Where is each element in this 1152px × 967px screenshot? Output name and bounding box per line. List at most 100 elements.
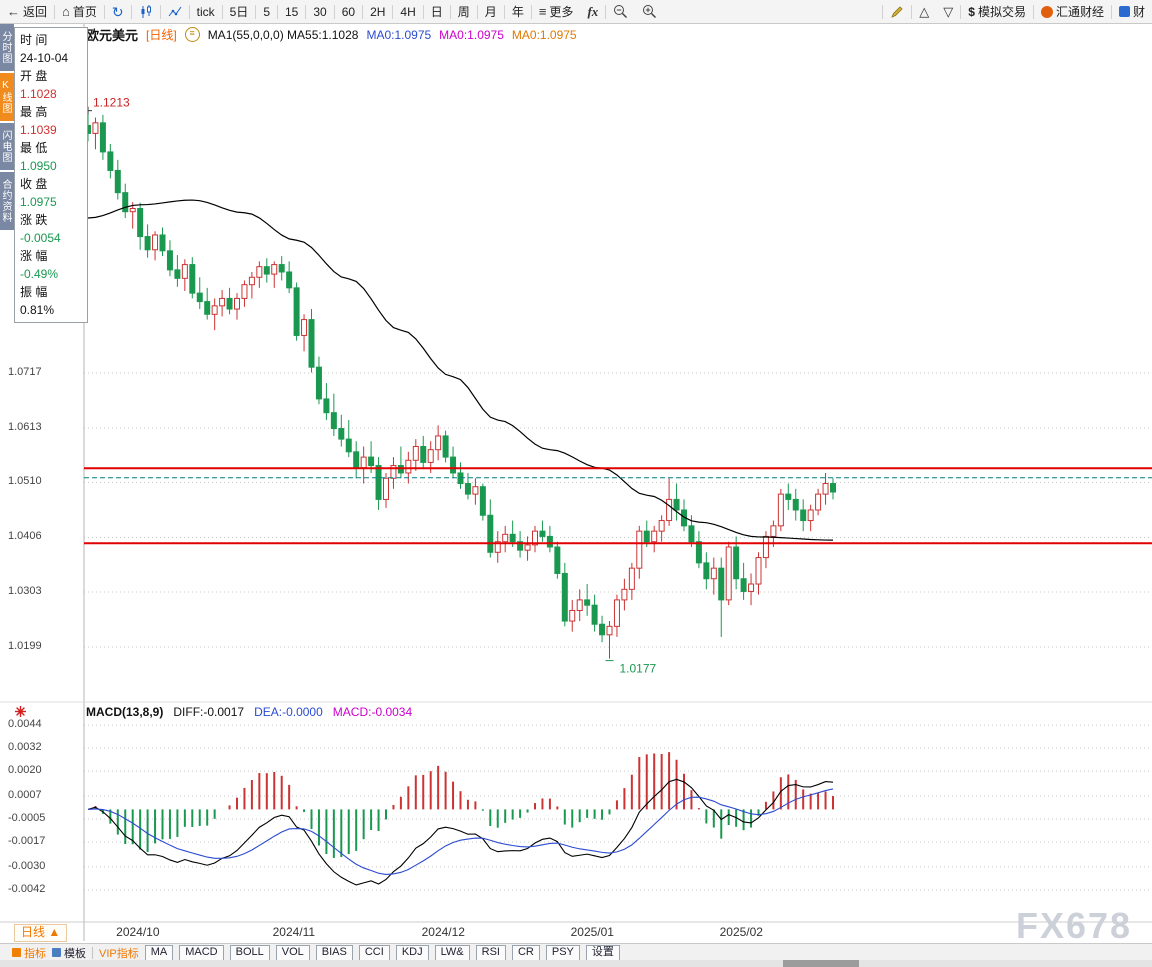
ma0-value-blue: MA0:1.0975 — [366, 27, 432, 42]
indicator-vol-button[interactable]: VOL — [275, 944, 310, 961]
high-annotation: 1.1213 — [93, 96, 130, 110]
indicator-psy-button[interactable]: PSY — [545, 944, 580, 961]
scrollbar-handle[interactable] — [783, 960, 859, 967]
period-week-button[interactable]: 周 — [457, 5, 470, 19]
triangle-up-button[interactable]: △ — [912, 0, 936, 23]
indicator-kdj-button[interactable]: KDJ — [395, 944, 429, 961]
indicator-lwr-button[interactable]: LW& — [434, 944, 470, 961]
period-4h-button[interactable]: 4H — [400, 4, 416, 19]
zoom-in-icon — [643, 5, 657, 19]
macd-bar-value: MACD:-0.0034 — [332, 705, 413, 719]
separator — [333, 4, 335, 19]
vip-indicator-button[interactable]: VIP指标 — [99, 947, 139, 960]
quote-value-close: 1.0975 — [20, 195, 57, 209]
pencil-icon — [891, 5, 903, 18]
quote-label-close: 收 盘 — [20, 177, 48, 191]
period-tag: [日线] — [146, 28, 177, 42]
sim-trading-button[interactable]: $ 模拟交易 — [961, 0, 1033, 23]
top-toolbar: ← 返回 ⌂ 首页 ↻ tick 5日 5 15 30 60 2H — [0, 0, 1152, 24]
chart-type-line-button[interactable] — [161, 0, 189, 23]
macd-diff-value: DIFF:-0.0017 — [173, 705, 245, 719]
separator — [159, 4, 161, 19]
macd-header: MACD(13,8,9) DIFF:-0.0017 DEA:-0.0000 MA… — [86, 705, 412, 719]
formula-button[interactable]: fx — [580, 0, 605, 23]
period-2h-button[interactable]: 2H — [370, 4, 386, 19]
period-month-button[interactable]: 月 — [484, 5, 497, 19]
indicator-ma-button[interactable]: MA — [144, 944, 174, 961]
tab-time-chart[interactable]: 分时图 — [0, 24, 14, 71]
period-tick-button[interactable]: tick — [196, 4, 215, 19]
period-15m-button[interactable]: 15 — [285, 4, 299, 19]
period-year-button[interactable]: 年 — [511, 5, 524, 19]
indicator-cci-button[interactable]: CCI — [358, 944, 390, 961]
macd-dea-value: DEA:-0.0000 — [254, 705, 323, 719]
home-button[interactable]: ⌂ 首页 — [55, 0, 104, 23]
price-axis-label: 1.0613 — [8, 421, 42, 433]
zoom-out-button[interactable] — [606, 0, 635, 23]
ma0-value-orange: MA0:1.0975 — [511, 27, 577, 42]
chart-settings-icon[interactable]: ≡ — [184, 27, 200, 42]
quote-value-time: 24-10-04 — [20, 51, 69, 65]
quote-label-high: 最 高 — [20, 105, 48, 119]
indicator-grid-icon — [12, 948, 21, 957]
calendar-label: 财 — [1132, 5, 1145, 19]
period-30m-button[interactable]: 30 — [313, 4, 327, 19]
macd-axis-label: -0.0042 — [8, 882, 46, 895]
refresh-icon: ↻ — [111, 3, 124, 20]
brand-button[interactable]: 汇通财经 — [1034, 0, 1111, 23]
quote-label-low: 最 低 — [20, 141, 48, 155]
gridlines — [0, 23, 1152, 941]
triangle-down-icon: ▽ — [943, 4, 954, 19]
time-axis-label: 2024/11 — [272, 925, 316, 939]
candlestick-icon — [141, 4, 151, 18]
tab-lightning-chart[interactable]: 闪电图 — [0, 123, 14, 170]
macd-lines — [87, 778, 834, 886]
separator — [130, 4, 132, 19]
period-5m-button[interactable]: 5 — [263, 4, 270, 19]
separator — [392, 4, 394, 19]
chart-type-candle-button[interactable] — [132, 0, 160, 23]
settings-button[interactable]: 设置 — [585, 944, 620, 961]
back-button[interactable]: ← 返回 — [0, 0, 54, 23]
indicator-macd-button[interactable]: MACD — [179, 944, 224, 961]
macd-axis-label: -0.0030 — [8, 859, 46, 872]
brand-label: 汇通财经 — [1055, 5, 1104, 19]
separator — [1110, 4, 1112, 19]
quote-label-change-pct: 涨 幅 — [20, 249, 48, 263]
indicator-bias-button[interactable]: BIAS — [315, 944, 353, 961]
time-axis-label: 2025/02 — [719, 925, 763, 939]
quote-label-open: 开 盘 — [20, 69, 48, 83]
indicator-tab-label: 指标 — [24, 947, 46, 960]
tab-contract-info[interactable]: 合约资料 — [0, 172, 14, 230]
period-day-button[interactable]: 日 — [430, 5, 443, 19]
back-arrow-icon: ← — [7, 4, 20, 19]
more-button[interactable]: ≡ 更多 — [532, 0, 581, 23]
indicator-rsi-button[interactable]: RSI — [475, 944, 506, 961]
back-label: 返回 — [23, 5, 48, 19]
tab-kline-chart[interactable]: K线图 — [0, 73, 14, 121]
brand-logo-icon — [1040, 5, 1053, 18]
triangle-down-button[interactable]: ▽ — [936, 0, 960, 23]
refresh-button[interactable]: ↻ — [105, 0, 131, 23]
ma55-value: MA1(55,0,0,0) MA55:1.1028 — [207, 27, 359, 42]
period-5d-button[interactable]: 5日 — [229, 5, 249, 19]
horizontal-scrollbar[interactable] — [0, 960, 1152, 967]
separator — [530, 4, 532, 19]
indicator-cr-button[interactable]: CR — [511, 944, 540, 961]
period-60m-button[interactable]: 60 — [341, 4, 356, 19]
indicator-tab[interactable]: 指标 — [12, 945, 46, 961]
dollar-icon: $ — [968, 4, 975, 19]
sim-trading-label: 模拟交易 — [977, 5, 1026, 19]
zoom-in-button[interactable] — [635, 0, 664, 23]
template-tab[interactable]: 模板 — [52, 945, 86, 961]
separator — [362, 4, 364, 19]
draw-pencil-button[interactable] — [883, 0, 911, 23]
current-period-tab[interactable]: 日线 ▲ — [14, 924, 68, 942]
indicator-boll-button[interactable]: BOLL — [229, 944, 270, 961]
calendar-button[interactable]: 财 — [1112, 0, 1152, 23]
chart-header: 欧元美元 [日线] ≡ MA1(55,0,0,0) MA55:1.1028 MA… — [86, 25, 577, 44]
separator — [1032, 4, 1034, 19]
price-axis-label: 1.0510 — [8, 475, 42, 488]
macd-settings-icon[interactable] — [14, 705, 27, 723]
